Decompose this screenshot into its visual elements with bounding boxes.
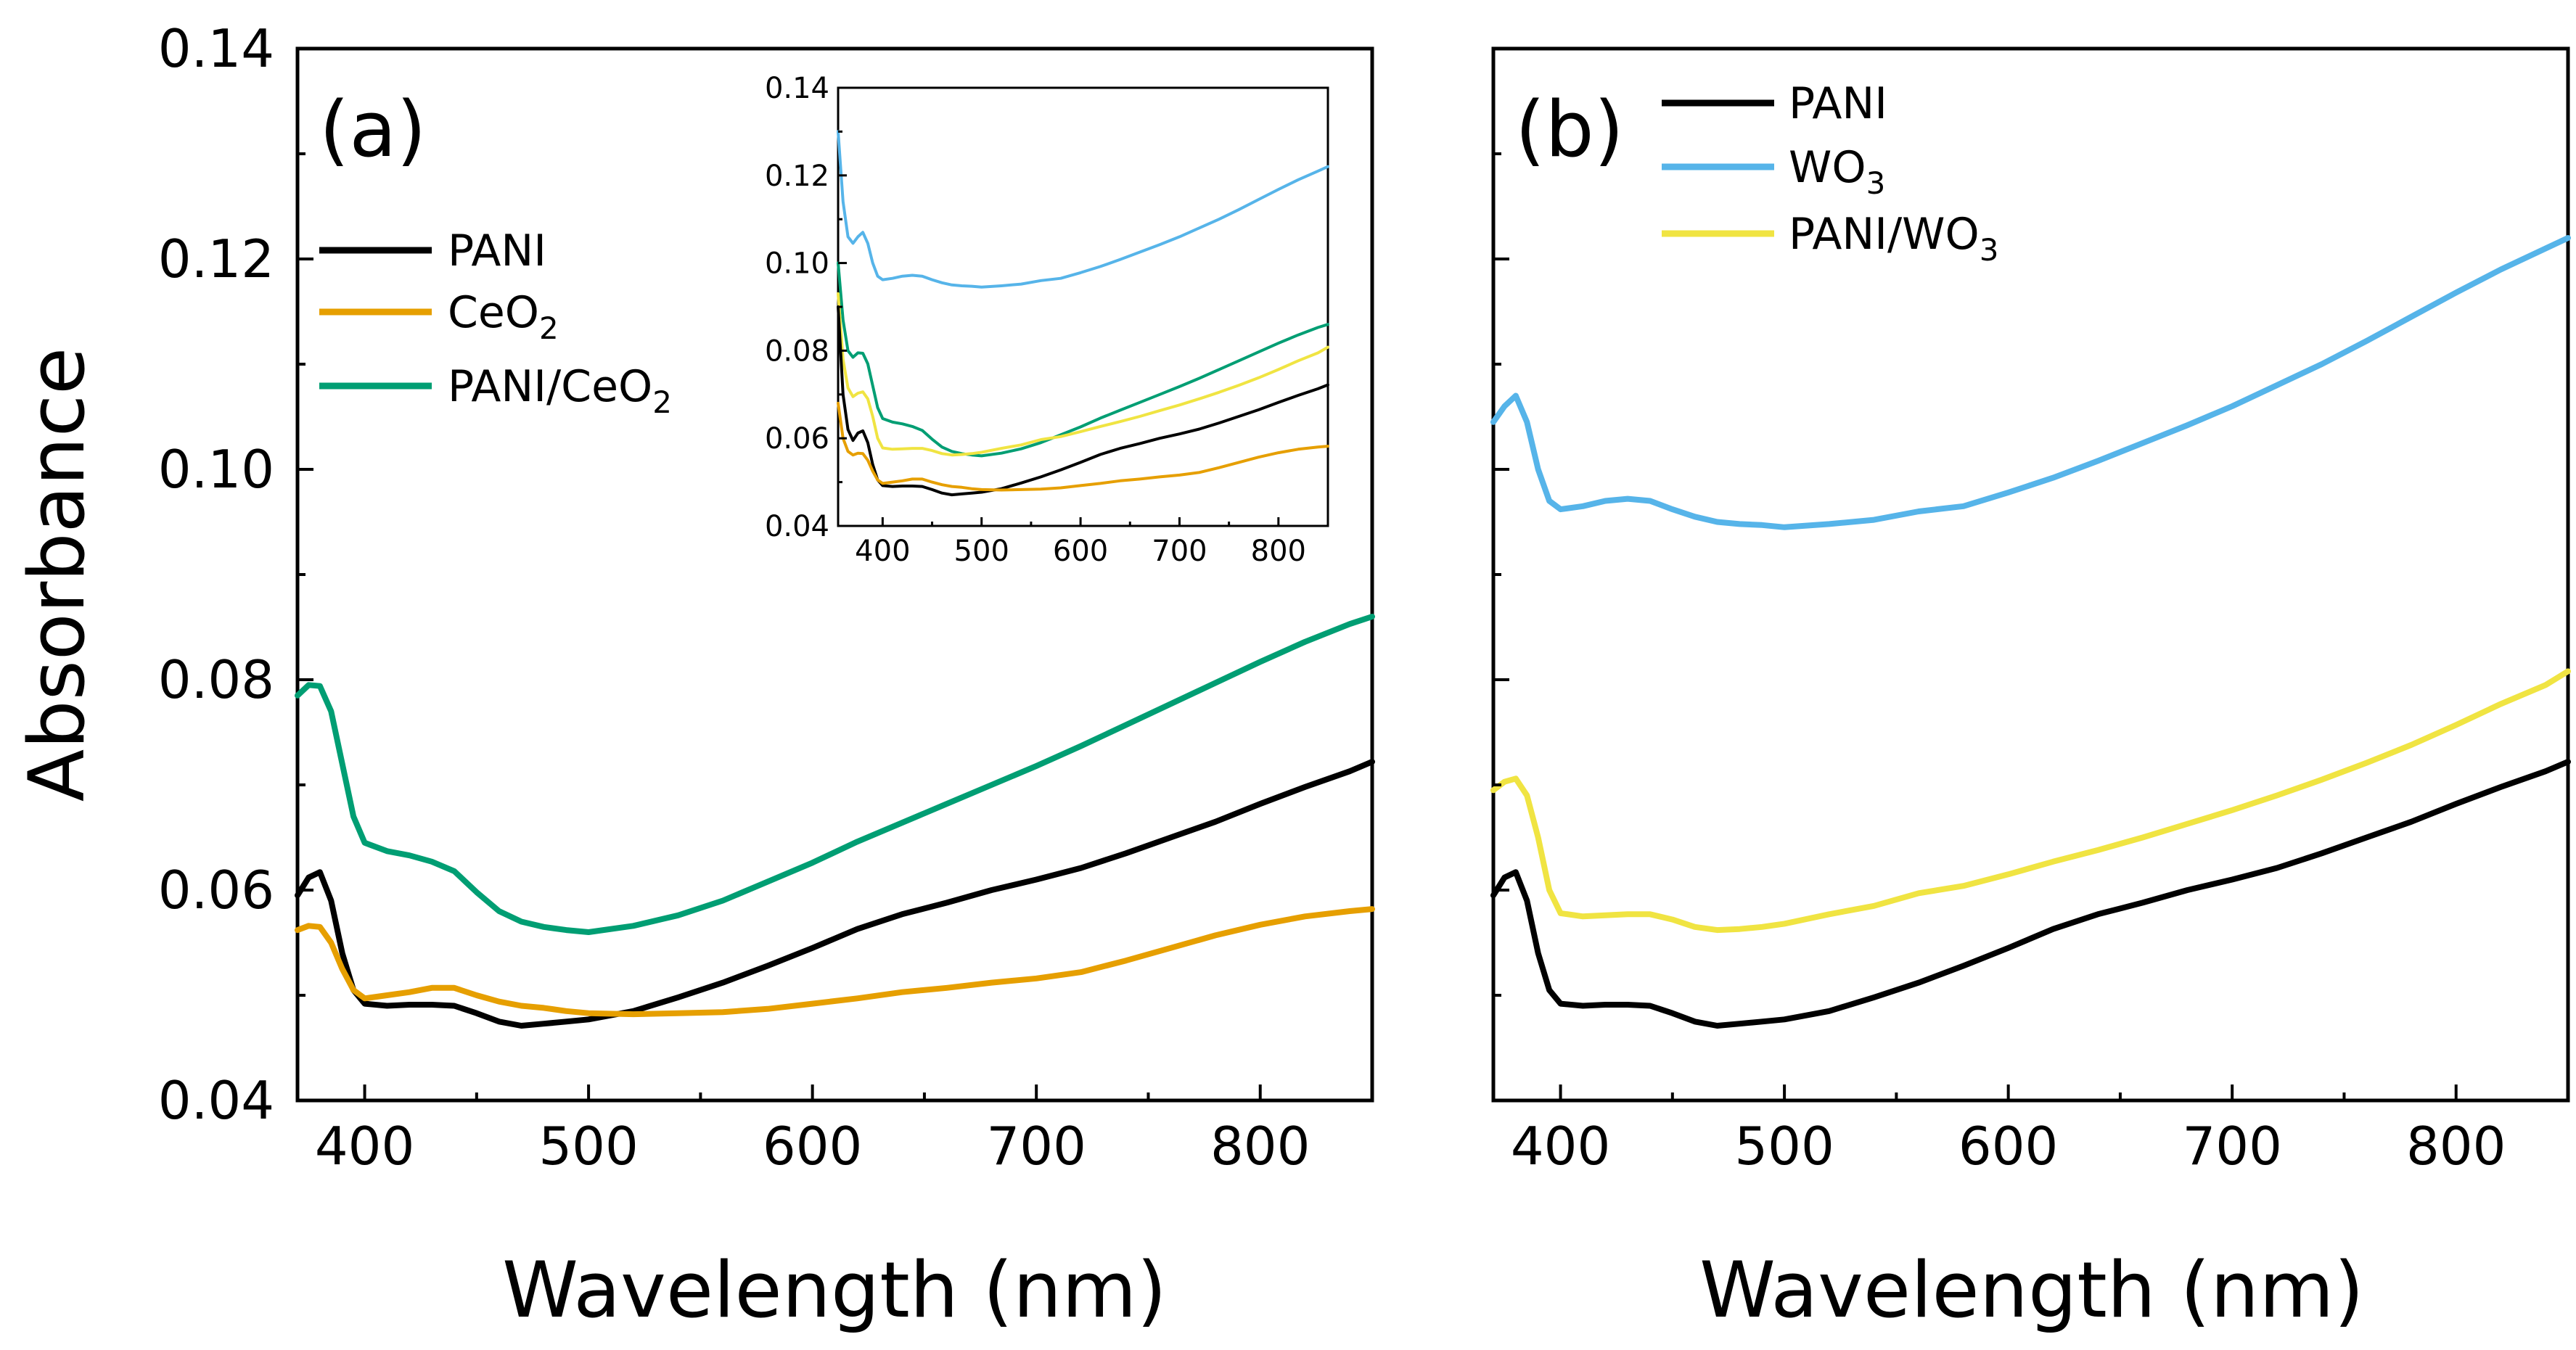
panel-b-legend: PANI WO3 PANI/WO3 (1662, 78, 1998, 268)
inset-ticks: 400 500 600 700 800 0.04 0.06 0.08 0.10 0.12 0.14 (765, 72, 1306, 568)
panel-b-x-axis-title: Wavelength (nm) (1699, 1246, 2364, 1335)
panel-a-y-axis-title: Absorbance (12, 347, 102, 802)
inset-xtick-label-600: 600 (1053, 535, 1108, 568)
inset-series-wo3 (837, 130, 1329, 289)
panel-b-xtick-label-800: 800 (2406, 1116, 2506, 1177)
panel-b-series-pani-wo3 (1490, 668, 2571, 934)
panel-a-xtick-label-800: 800 (1210, 1116, 1310, 1177)
panel-a-ytick-label-3: 0.10 (158, 439, 274, 500)
inset-xtick-label-500: 500 (954, 535, 1009, 568)
panel-a-label: (a) (319, 85, 427, 174)
panel-a-ytick-label-0: 0.04 (158, 1070, 274, 1131)
inset-ytick-label-2: 0.08 (765, 334, 829, 368)
panel-b-frame (1491, 46, 2570, 1103)
inset-ytick-label-1: 0.06 (765, 422, 829, 456)
inset-series (837, 130, 1329, 497)
panel-b-series-pani (1490, 759, 2571, 1029)
inset-xtick-label-800: 800 (1251, 535, 1306, 568)
panel-b-xtick-label-500: 500 (1734, 1116, 1834, 1177)
panel-a-series-pani-ceo2 (295, 614, 1375, 935)
panel-a-ytick-label-1: 0.06 (158, 860, 274, 921)
legend-label-pani-ceo2: PANI/CeO2 (448, 361, 672, 420)
legend-label-pani: PANI (448, 226, 546, 276)
panel-b-ticks: 400 500 600 700 800 (1493, 47, 2506, 1177)
legend-label-pani-b: PANI (1789, 78, 1887, 129)
panel-a-xtick-label-400: 400 (315, 1116, 414, 1177)
panel-b-series-wo3 (1490, 235, 2571, 530)
panel-a-series (295, 614, 1375, 1029)
inset-series-pani (837, 305, 1329, 497)
inset-ytick-label-0: 0.04 (765, 510, 829, 543)
panel-b-xtick-label-700: 700 (2182, 1116, 2281, 1177)
inset-ytick-label-5: 0.14 (765, 72, 829, 105)
inset-xtick-label-400: 400 (855, 535, 910, 568)
panel-b-xtick-label-600: 600 (1958, 1116, 2058, 1177)
panel-a-legend: PANI CeO2 PANI/CeO2 (319, 226, 672, 420)
panel-a-ticks: 400 500 600 700 800 0.04 0.06 0.08 0.10 0.12 0.14 (158, 18, 1310, 1177)
legend-label-wo3: WO3 (1789, 142, 1885, 201)
inset-ytick-label-3: 0.10 (765, 247, 829, 281)
panel-a-xtick-label-700: 700 (986, 1116, 1086, 1177)
inset-xtick-label-700: 700 (1152, 535, 1207, 568)
inset-frame (837, 86, 1329, 527)
panel-b-label: (b) (1515, 85, 1624, 174)
panel-a-series-pani (295, 759, 1375, 1029)
panel-a-xtick-label-500: 500 (538, 1116, 638, 1177)
panel-a-ytick-label-5: 0.14 (158, 18, 274, 79)
panel-a-ytick-label-4: 0.12 (158, 229, 274, 289)
inset-series-ceo2 (837, 401, 1329, 492)
panel-a-x-axis-title: Wavelength (nm) (502, 1246, 1167, 1335)
panel-a-series-ceo2 (295, 906, 1375, 1018)
panel-a-ytick-label-2: 0.08 (158, 649, 274, 710)
panel-b: 400 500 600 700 800 (b) Wavelength (nm) PANI… (1490, 46, 2571, 1335)
legend-label-pani-wo3: PANI/WO3 (1789, 209, 1998, 268)
panel-a: 400 500 600 700 8000.040.060.080.100.120.14 … (12, 18, 1375, 1335)
panel-b-series (1490, 235, 2571, 1029)
legend-label-ceo2: CeO2 (448, 287, 559, 346)
panel-a-xtick-label-600: 600 (763, 1116, 862, 1177)
panel-a-inset: 400 500 600 700 800 0.04 0.06 0.08 0.10 0.12 0.14 (765, 72, 1329, 568)
inset-ytick-label-4: 0.12 (765, 160, 829, 193)
panel-b-xtick-label-400: 400 (1511, 1116, 1610, 1177)
inset-series-pani-wo3 (837, 292, 1329, 457)
inset-series-pani-ceo2 (837, 261, 1329, 458)
